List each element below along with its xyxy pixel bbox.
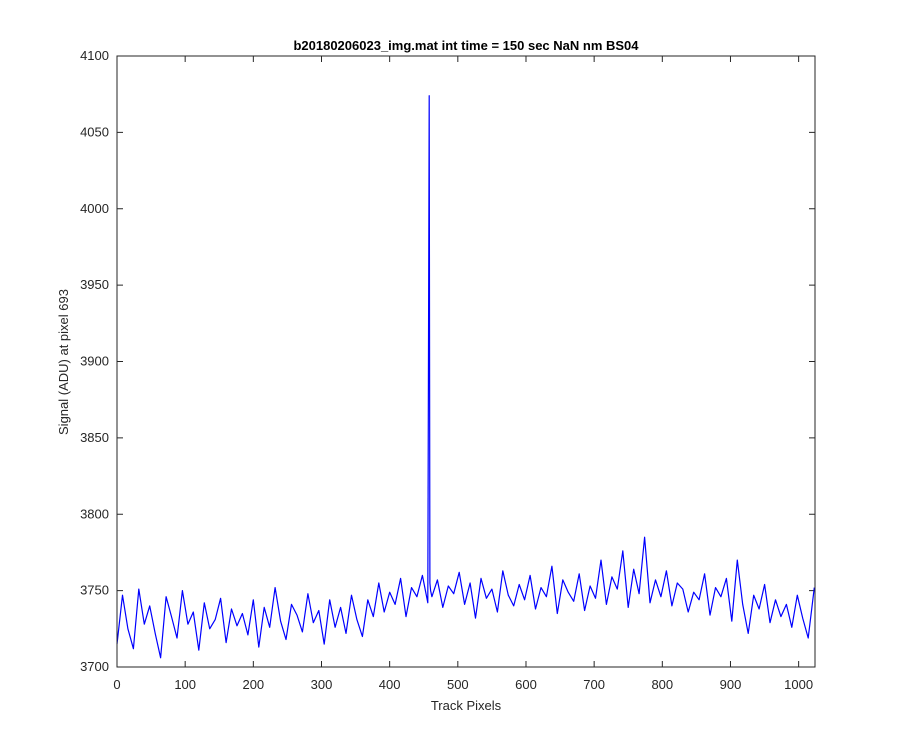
x-tick-label: 400: [379, 677, 401, 692]
x-tick-label: 1000: [784, 677, 813, 692]
chart-title: b20180206023_img.mat int time = 150 sec …: [293, 38, 639, 53]
y-tick-label: 4100: [80, 48, 109, 63]
signal-series-line: [116, 95, 815, 659]
x-tick-label: 300: [311, 677, 333, 692]
x-tick-label: 800: [651, 677, 673, 692]
ticks: [116, 55, 815, 668]
x-tick-label: 200: [242, 677, 264, 692]
x-axis-label: Track Pixels: [431, 698, 502, 713]
x-tick-label: 600: [515, 677, 537, 692]
plot-frame: [116, 55, 816, 668]
y-tick-label: 4000: [80, 201, 109, 216]
y-tick-label: 4050: [80, 124, 109, 139]
plot-area: [117, 56, 815, 667]
y-tick-label: 3850: [80, 430, 109, 445]
x-tick-label: 100: [174, 677, 196, 692]
y-tick-label: 3750: [80, 583, 109, 598]
x-tick-label: 900: [720, 677, 742, 692]
y-tick-label: 3700: [80, 659, 109, 674]
x-tick-label: 500: [447, 677, 469, 692]
y-axis-label: Signal (ADU) at pixel 693: [56, 289, 71, 435]
x-tick-label: 700: [583, 677, 605, 692]
y-tick-label: 3950: [80, 277, 109, 292]
y-tick-label: 3800: [80, 506, 109, 521]
x-tick-label: 0: [113, 677, 120, 692]
tick-labels: 0 100 200 300 400 500 600 700 800 900 1000 3700 3750…: [80, 48, 813, 692]
y-tick-label: 3900: [80, 354, 109, 369]
